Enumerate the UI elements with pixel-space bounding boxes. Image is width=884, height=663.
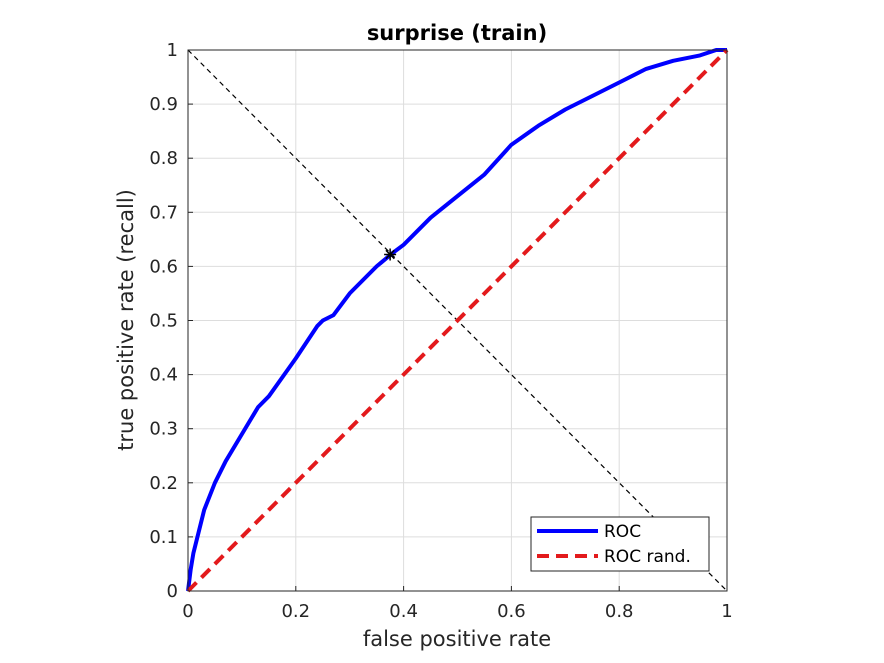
- legend-box: [530, 516, 710, 572]
- x-tick-label: 0.2: [281, 601, 310, 622]
- ticks: 0 0.2 0.4 0.6 0.8 1 0 0.1 0.2 0.3 0.4 0.5 0.6 0.7 0.8 0…: [149, 40, 732, 622]
- series-layer: [186, 48, 729, 593]
- x-tick-label: 1: [721, 601, 732, 622]
- y-tick-label: 0.7: [149, 202, 178, 223]
- legend: ROC ROC rand.: [530, 516, 710, 572]
- y-tick-label: 0.8: [149, 148, 178, 169]
- operating-point-marker: [384, 248, 397, 261]
- chart-title: surprise (train): [367, 21, 547, 45]
- y-tick-label: 1: [167, 40, 178, 61]
- x-tick-label: 0.4: [389, 601, 418, 622]
- y-tick-label: 0.9: [149, 94, 178, 115]
- x-tick-label: 0: [182, 601, 193, 622]
- y-tick-label: 0.2: [149, 473, 178, 494]
- y-tick-label: 0.1: [149, 527, 178, 548]
- series-line-roc-rand: [186, 48, 729, 593]
- y-tick-label: 0.3: [149, 419, 178, 440]
- y-tick-label: 0.4: [149, 365, 178, 386]
- y-tick-label: 0.6: [149, 256, 178, 277]
- series-line-roc: [186, 48, 727, 592]
- x-tick-label: 0.8: [605, 601, 634, 622]
- x-axis-label: false positive rate: [363, 627, 551, 651]
- legend-label-roc: ROC: [604, 522, 641, 542]
- y-axis-label: true positive rate (recall): [114, 189, 138, 451]
- y-tick-label: 0.5: [149, 311, 178, 332]
- x-tick-label: 0.6: [497, 601, 526, 622]
- y-tick-label: 0: [167, 581, 178, 602]
- legend-label-roc-rand: ROC rand.: [604, 547, 691, 567]
